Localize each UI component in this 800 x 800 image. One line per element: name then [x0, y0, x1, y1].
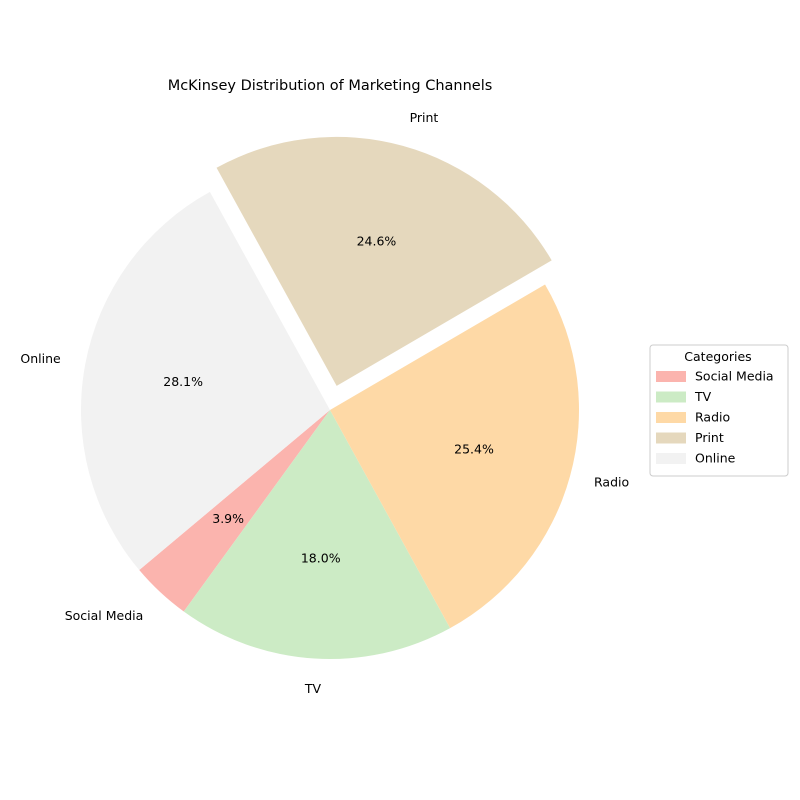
slice-radio	[330, 284, 580, 629]
percent-label-social-media: 3.9%	[212, 511, 244, 526]
slice-labels: Social Media 3.9% TV 18.0% Radio 25.4% Print 24…	[20, 110, 629, 696]
slice-tv	[183, 410, 451, 660]
legend-label-radio: Radio	[695, 410, 730, 425]
legend-swatch-print	[656, 432, 686, 444]
legend-swatch-online	[656, 453, 686, 464]
slice-label-tv: TV	[304, 681, 322, 696]
pie-slices	[80, 136, 580, 660]
legend: Categories Social Media TV Radio Print Onlin…	[649, 344, 789, 477]
percent-label-tv: 18.0%	[301, 551, 341, 566]
legend-items: Social Media TV Radio Print Online	[656, 369, 774, 466]
legend-title: Categories	[684, 349, 751, 364]
slice-print	[216, 136, 552, 386]
slice-social-media	[139, 410, 330, 612]
slice-label-social-media: Social Media	[65, 608, 144, 623]
legend-label-online: Online	[695, 451, 736, 466]
legend-label-tv: TV	[694, 389, 712, 404]
legend-swatch-tv	[656, 391, 686, 403]
slice-online	[80, 191, 330, 571]
percent-label-print: 24.6%	[357, 233, 397, 248]
legend-label-social-media: Social Media	[695, 369, 774, 384]
slice-label-online: Online	[20, 351, 61, 366]
legend-swatch-social-media	[656, 371, 686, 382]
percent-label-radio: 25.4%	[454, 441, 494, 456]
slice-label-radio: Radio	[594, 474, 629, 489]
legend-swatch-radio	[656, 412, 686, 423]
slice-label-print: Print	[410, 110, 439, 125]
legend-label-print: Print	[695, 430, 724, 445]
chart-title: McKinsey Distribution of Marketing Chann…	[168, 78, 493, 94]
percent-label-online: 28.1%	[163, 374, 203, 389]
